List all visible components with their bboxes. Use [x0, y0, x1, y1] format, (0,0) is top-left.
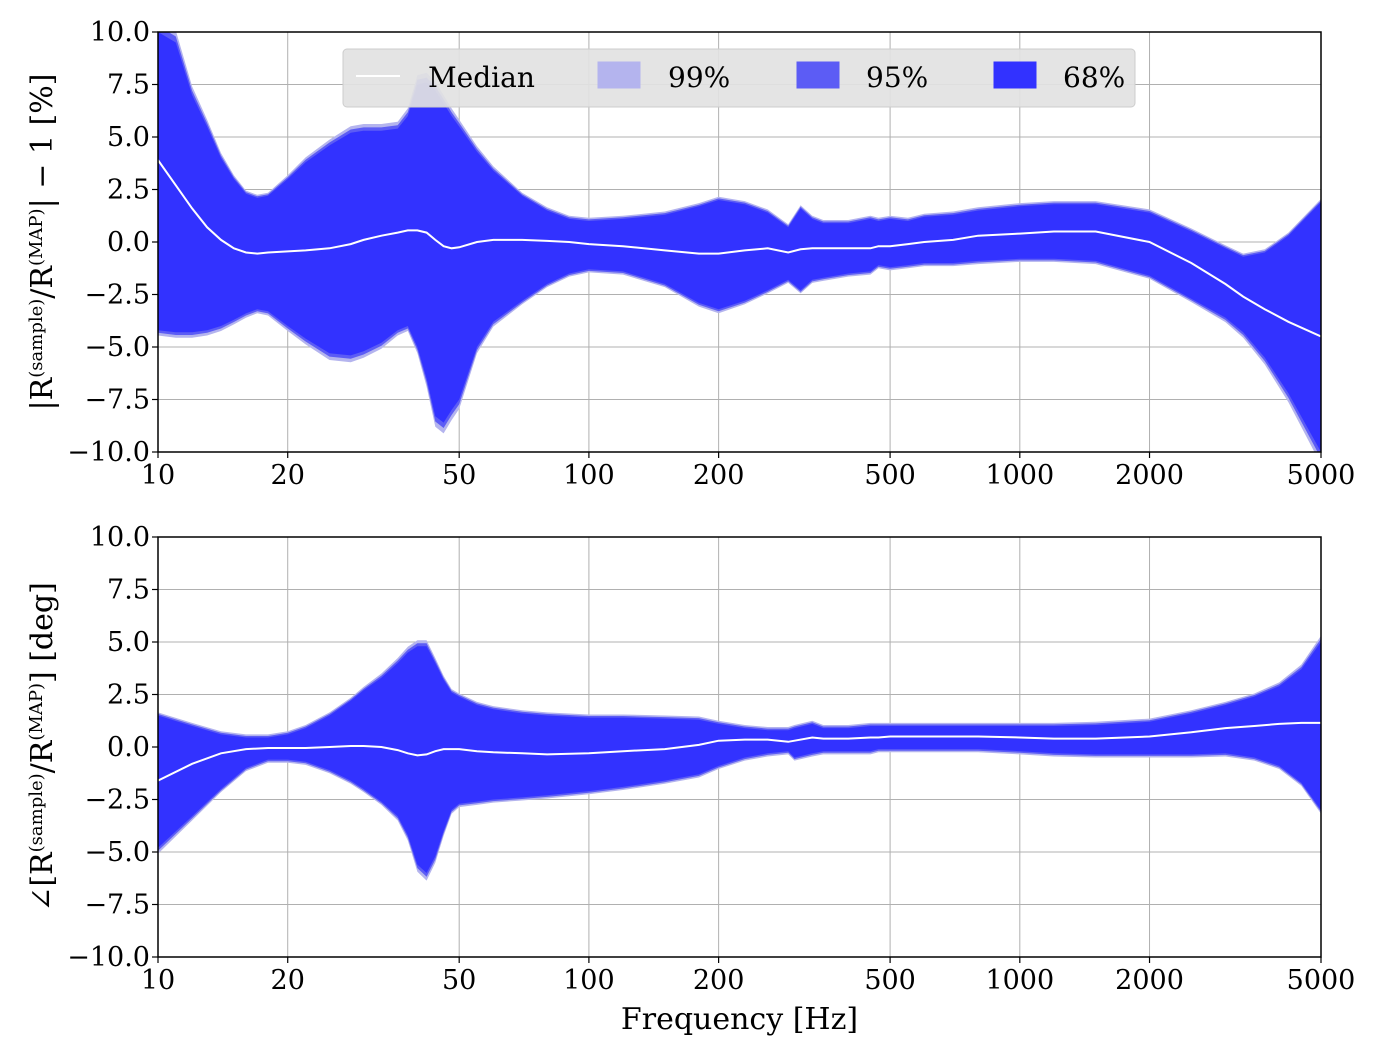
top-xtick-label-10: 10 [141, 460, 175, 491]
top-ytick-label-0: −10.0 [67, 437, 150, 468]
top-xtick-label-200: 200 [693, 460, 745, 491]
top-xtick-label-50: 50 [442, 460, 476, 491]
bottom-xtick-label-2000: 2000 [1115, 965, 1184, 996]
top-ytick-label-1: −7.5 [84, 385, 150, 416]
legend-median-label: Median [428, 61, 535, 94]
legend-99-label: 99% [668, 61, 730, 94]
top-xtick-label-500: 500 [864, 460, 916, 491]
top-xtick-label-1000: 1000 [985, 460, 1054, 491]
top-xtick-label-2000: 2000 [1115, 460, 1184, 491]
bottom-band-68 [158, 642, 1321, 873]
bottom-ytick-label-2: −5.0 [84, 837, 150, 868]
bottom-xtick-label-1000: 1000 [985, 965, 1054, 996]
bottom-xtick-label-50: 50 [442, 965, 476, 996]
bottom-ytick-label-8: 10.0 [90, 522, 150, 553]
top-bands [158, 32, 1321, 452]
top-xtick-label-5000: 5000 [1287, 460, 1356, 491]
top-ytick-label-4: 0.0 [107, 227, 150, 258]
bottom-ytick-label-1: −7.5 [84, 890, 150, 921]
bottom-median-line [158, 721, 1321, 782]
bottom-xtick-label-5000: 5000 [1287, 965, 1356, 996]
top-ylabel: |R(sample)/R(MAP)| − 1 [%] [25, 74, 60, 411]
bottom-xtick-label-10: 10 [141, 965, 175, 996]
bottom-bands [158, 635, 1321, 881]
legend-99-swatch [597, 61, 641, 89]
bottom-xlabel: Frequency [Hz] [621, 1002, 858, 1037]
legend-95-label: 95% [866, 61, 928, 94]
top-ytick-label-5: 2.5 [107, 175, 150, 206]
bottom-ytick-label-3: −2.5 [84, 785, 150, 816]
bottom-ytick-label-6: 5.0 [107, 627, 150, 658]
bottom-xtick-label-100: 100 [563, 965, 615, 996]
top-ytick-label-6: 5.0 [107, 122, 150, 153]
top-band-68 [158, 32, 1321, 452]
bottom-ytick-label-5: 2.5 [107, 680, 150, 711]
legend-95-swatch [796, 61, 840, 89]
bottom-ytick-label-0: −10.0 [67, 942, 150, 973]
legend-68-swatch [993, 61, 1037, 89]
bottom-ylabel: ∠[R(sample)/R(MAP)] [deg] [25, 582, 60, 912]
top-median-line [158, 159, 1321, 338]
top-xtick-label-100: 100 [563, 460, 615, 491]
top-ytick-label-8: 10.0 [90, 17, 150, 48]
bottom-ytick-label-7: 7.5 [107, 575, 150, 606]
top-ytick-label-3: −2.5 [84, 280, 150, 311]
top-ytick-label-7: 7.5 [107, 70, 150, 101]
top-xtick-label-20: 20 [271, 460, 305, 491]
bottom-ytick-label-4: 0.0 [107, 732, 150, 763]
bottom-xtick-label-200: 200 [693, 965, 745, 996]
top-panel: 10 20 50 100 200 500 1000 2000 5000 −10.0 −7.5 −5.0… [25, 17, 1355, 491]
legend-box [342, 48, 1136, 108]
bottom-xtick-label-500: 500 [864, 965, 916, 996]
bottom-panel: 10 20 50 100 200 500 1000 2000 5000 −10.0 −7.5 −5.0… [25, 522, 1355, 1037]
top-legend: Median 99% 95% 68% [342, 48, 1136, 108]
bottom-xtick-label-20: 20 [271, 965, 305, 996]
legend-68-label: 68% [1063, 61, 1125, 94]
top-ytick-label-2: −5.0 [84, 332, 150, 363]
